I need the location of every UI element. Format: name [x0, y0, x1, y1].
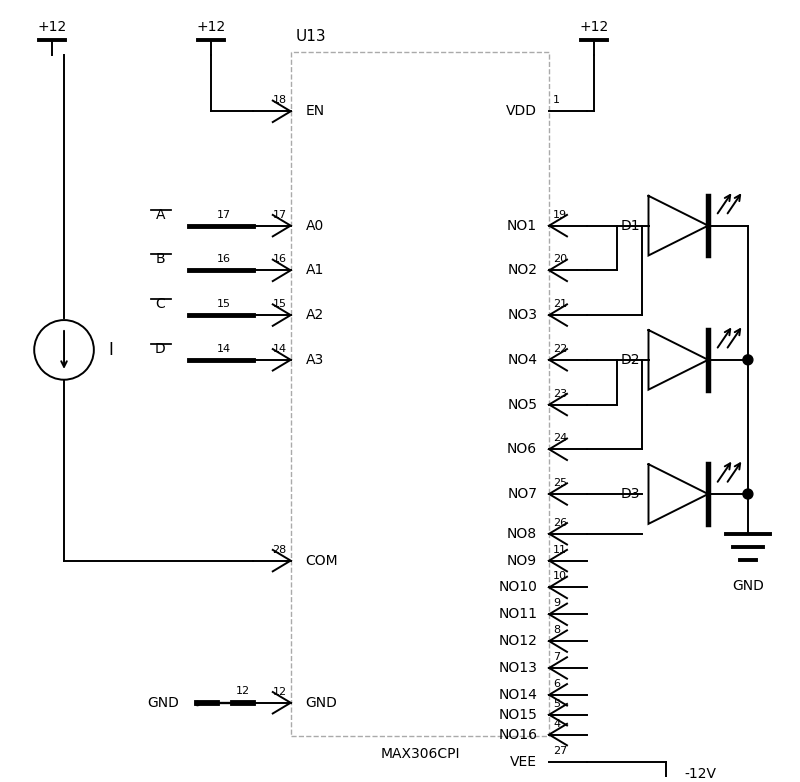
Text: 12: 12 — [236, 686, 250, 696]
Text: NO8: NO8 — [507, 527, 537, 541]
Text: 16: 16 — [217, 254, 231, 264]
Text: 15: 15 — [273, 300, 286, 309]
Circle shape — [743, 489, 753, 499]
Text: 15: 15 — [217, 300, 231, 309]
Text: 8: 8 — [553, 625, 560, 635]
Bar — [290, 52, 549, 736]
Text: NO13: NO13 — [498, 661, 537, 675]
Text: A1: A1 — [306, 264, 324, 278]
Text: 19: 19 — [553, 210, 567, 220]
Text: 26: 26 — [553, 518, 567, 528]
Text: COM: COM — [306, 554, 338, 568]
Text: +12: +12 — [579, 20, 609, 34]
Text: NO14: NO14 — [498, 688, 537, 701]
Text: D3: D3 — [621, 487, 641, 501]
Text: 17: 17 — [273, 210, 286, 220]
Text: 12: 12 — [273, 687, 286, 697]
Text: NO3: NO3 — [507, 308, 537, 322]
Text: -12V: -12V — [684, 767, 716, 781]
Text: NO11: NO11 — [498, 608, 537, 621]
Text: A3: A3 — [306, 353, 324, 367]
Text: NO16: NO16 — [498, 727, 537, 741]
Text: A2: A2 — [306, 308, 324, 322]
Text: NO7: NO7 — [507, 487, 537, 501]
Text: NO4: NO4 — [507, 353, 537, 367]
Circle shape — [743, 355, 753, 364]
Text: NO12: NO12 — [498, 634, 537, 648]
Text: B: B — [156, 253, 166, 267]
Text: GND: GND — [306, 696, 338, 710]
Text: A0: A0 — [306, 219, 324, 232]
Text: 11: 11 — [553, 544, 567, 554]
Text: 14: 14 — [273, 344, 286, 354]
Text: 14: 14 — [217, 344, 231, 354]
Text: +12: +12 — [38, 20, 66, 34]
Text: NO2: NO2 — [507, 264, 537, 278]
Text: 25: 25 — [553, 478, 567, 488]
Text: 5: 5 — [553, 699, 560, 708]
Text: EN: EN — [306, 104, 325, 118]
Text: 23: 23 — [553, 389, 567, 399]
Text: C: C — [156, 297, 166, 311]
Text: 9: 9 — [553, 598, 560, 608]
Text: NO5: NO5 — [507, 397, 537, 411]
Text: GND: GND — [147, 696, 179, 710]
Text: 28: 28 — [273, 544, 286, 554]
Text: A: A — [156, 208, 166, 221]
Text: 7: 7 — [553, 652, 560, 662]
Text: 10: 10 — [553, 572, 567, 582]
Text: NO15: NO15 — [498, 708, 537, 722]
Text: D1: D1 — [621, 219, 641, 232]
Text: 17: 17 — [217, 210, 231, 220]
Text: 6: 6 — [553, 679, 560, 689]
Text: NO10: NO10 — [498, 580, 537, 594]
Text: 18: 18 — [273, 95, 286, 106]
Text: NO9: NO9 — [507, 554, 537, 568]
Text: GND: GND — [732, 579, 764, 593]
Text: 20: 20 — [553, 254, 567, 264]
Text: I: I — [109, 341, 114, 359]
Text: VDD: VDD — [506, 104, 537, 118]
Text: NO1: NO1 — [507, 219, 537, 232]
Text: 27: 27 — [553, 747, 567, 756]
Text: D2: D2 — [621, 353, 641, 367]
Text: 4: 4 — [553, 719, 560, 729]
Text: +12: +12 — [197, 20, 226, 34]
Text: NO6: NO6 — [507, 443, 537, 456]
Text: 16: 16 — [273, 254, 286, 264]
Text: 1: 1 — [553, 95, 560, 106]
Text: VEE: VEE — [510, 755, 537, 769]
Text: U13: U13 — [296, 29, 326, 44]
Text: 21: 21 — [553, 300, 567, 309]
Text: 22: 22 — [553, 344, 567, 354]
Text: D: D — [154, 342, 166, 356]
Text: MAX306CPI: MAX306CPI — [380, 748, 460, 762]
Text: 24: 24 — [553, 433, 567, 443]
